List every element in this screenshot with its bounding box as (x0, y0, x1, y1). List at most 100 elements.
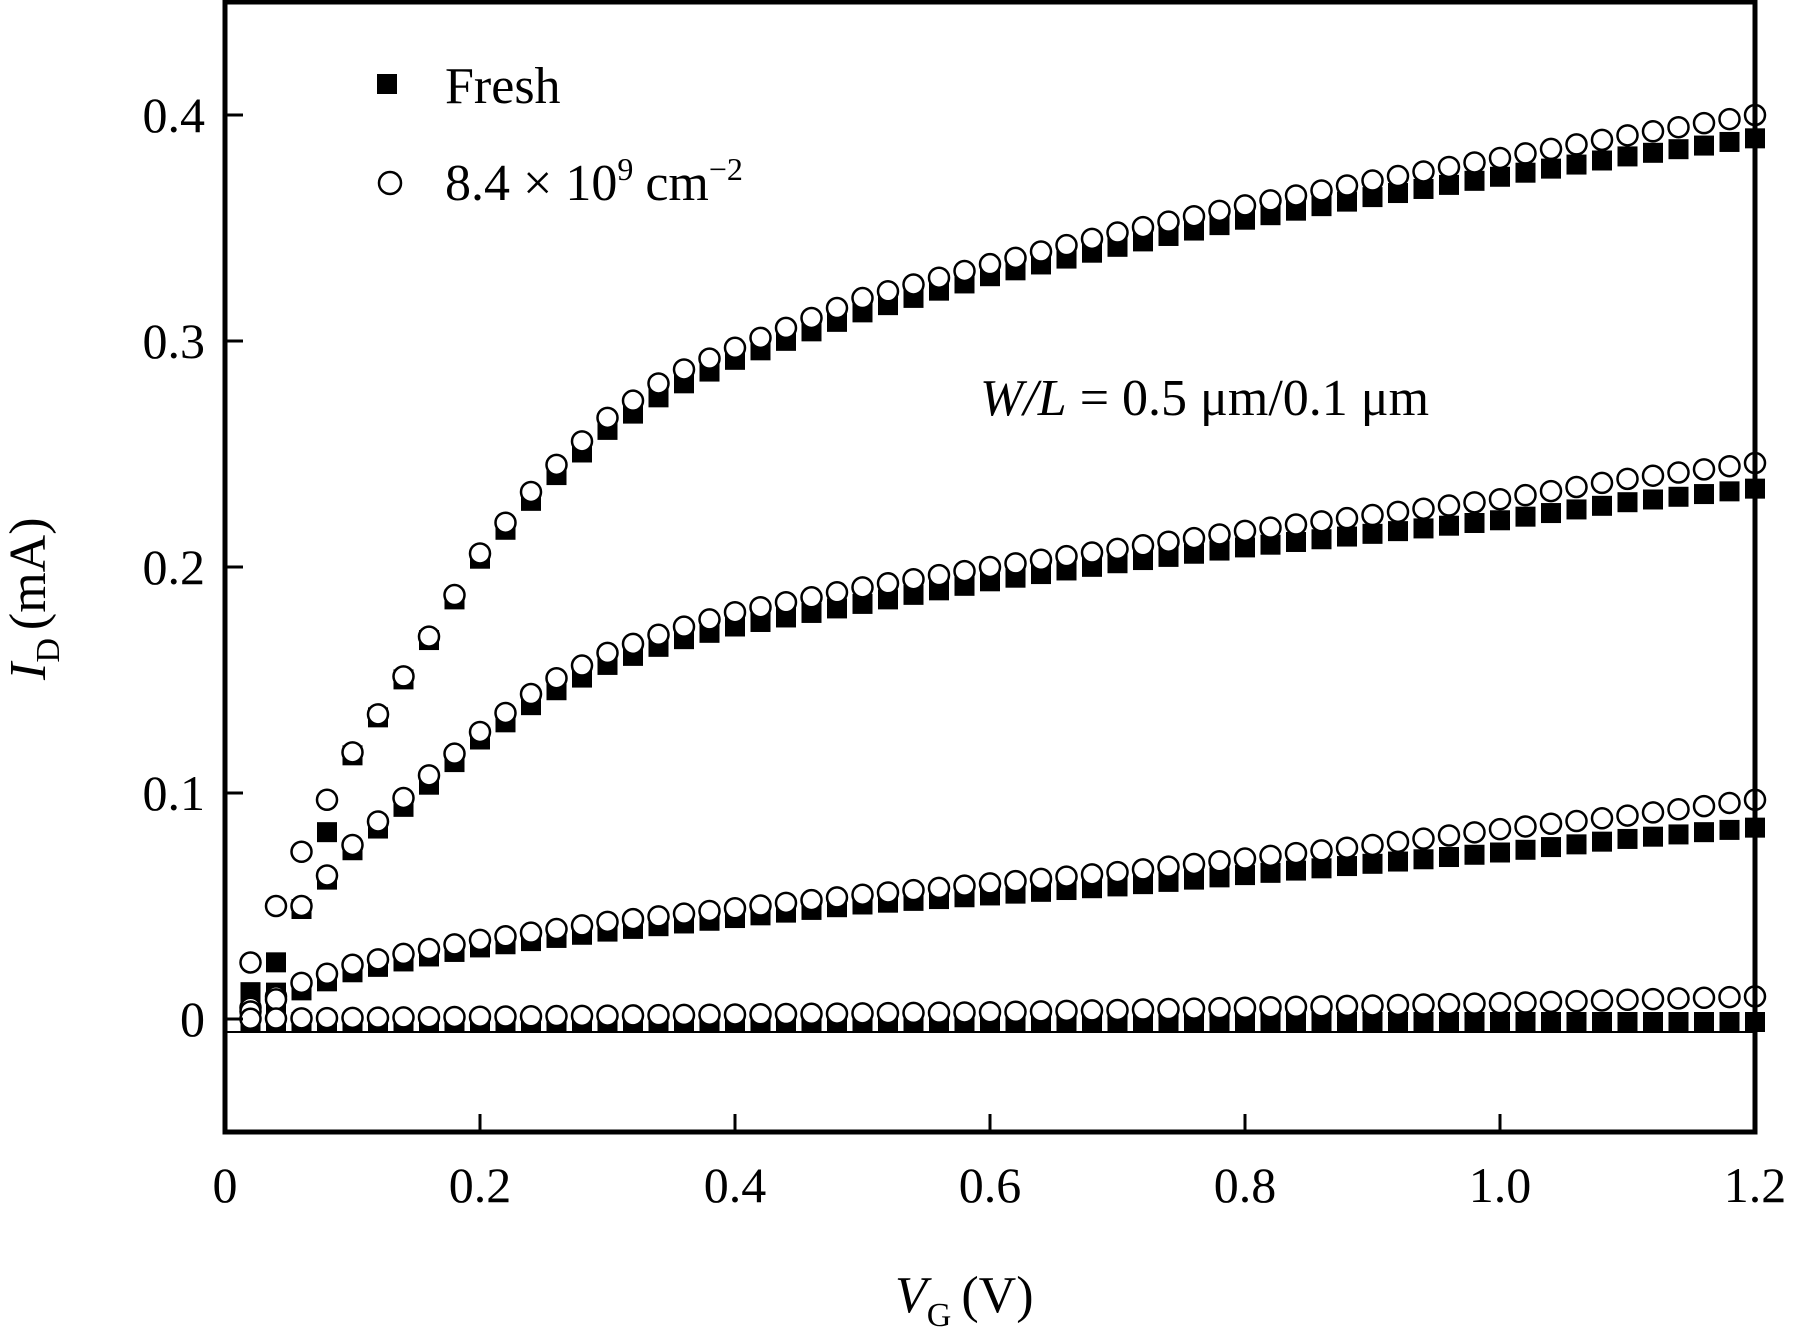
legend-label-irradiated: 8.4 × 109 cm−2 (445, 151, 743, 212)
point-irradiated (749, 595, 772, 619)
point-irradiated (519, 480, 543, 504)
point-irradiated (851, 576, 874, 599)
point-fresh (1286, 200, 1306, 221)
point-irradiated (978, 1000, 1002, 1024)
point-fresh (1490, 166, 1510, 187)
point-irradiated (1565, 475, 1588, 499)
point-irradiated (1259, 516, 1282, 539)
point-irradiated (1208, 996, 1231, 1020)
point-irradiated (570, 430, 594, 453)
legend: Fresh 8.4 × 109 cm−2 (377, 58, 743, 212)
point-irradiated (1131, 534, 1155, 557)
point-irradiated (621, 632, 645, 656)
point-irradiated (953, 1001, 976, 1024)
point-irradiated (1718, 107, 1741, 131)
point-irradiated (1029, 867, 1053, 891)
point-irradiated (494, 701, 517, 725)
point-irradiated (876, 280, 900, 303)
point-fresh (1643, 1012, 1663, 1032)
point-irradiated (1565, 133, 1588, 156)
point-irradiated (264, 988, 288, 1011)
point-irradiated (1718, 791, 1741, 815)
point-irradiated (1157, 530, 1180, 553)
point-fresh (1260, 862, 1281, 883)
point-irradiated (1412, 160, 1435, 183)
point-irradiated (1284, 995, 1308, 1019)
point-fresh (1592, 831, 1612, 852)
point-irradiated (417, 937, 441, 961)
point-irradiated (1106, 860, 1129, 884)
point-irradiated (1055, 233, 1078, 257)
point-irradiated (1182, 997, 1206, 1020)
point-irradiated (545, 666, 568, 690)
point-irradiated (417, 1005, 441, 1029)
point-irradiated (621, 1004, 645, 1027)
point-fresh (1490, 1012, 1510, 1032)
point-fresh (878, 589, 898, 610)
point-irradiated (800, 888, 823, 912)
point-irradiated (1080, 227, 1104, 251)
point-irradiated (239, 1007, 262, 1031)
point-irradiated (902, 567, 925, 591)
point-irradiated (1641, 120, 1665, 143)
point-irradiated (1437, 494, 1461, 517)
point-irradiated (876, 1001, 900, 1025)
point-irradiated (851, 1002, 874, 1025)
legend-marker-irradiated (377, 170, 403, 196)
point-irradiated (1182, 852, 1206, 876)
point-irradiated (1641, 801, 1665, 824)
y-tick-label: 0.4 (143, 87, 206, 143)
point-irradiated (1488, 991, 1512, 1015)
point-irradiated (468, 542, 492, 565)
point-irradiated (1157, 855, 1180, 878)
point-irradiated (672, 358, 696, 381)
point-irradiated (1463, 151, 1486, 174)
point-irradiated (1259, 844, 1282, 868)
point-fresh (1541, 1012, 1561, 1032)
point-irradiated (902, 1001, 925, 1025)
point-fresh (1235, 865, 1255, 886)
point-irradiated (1080, 999, 1104, 1022)
point-fresh (1617, 828, 1638, 849)
point-fresh (1541, 158, 1561, 179)
point-fresh (1362, 1012, 1383, 1032)
point-irradiated (366, 810, 390, 833)
point-irradiated (519, 921, 543, 944)
point-irradiated (570, 1004, 594, 1028)
point-irradiated (723, 336, 747, 360)
point-irradiated (1667, 461, 1690, 484)
point-fresh (1260, 534, 1281, 555)
point-irradiated (596, 406, 619, 430)
point-fresh (1617, 1012, 1638, 1032)
point-fresh (1464, 512, 1485, 533)
point-irradiated (545, 1004, 568, 1028)
point-irradiated (1437, 155, 1461, 179)
point-fresh (1541, 837, 1561, 858)
point-irradiated (1106, 221, 1129, 244)
point-fresh (827, 598, 847, 619)
point-fresh (1643, 142, 1663, 163)
point-fresh (1311, 196, 1332, 217)
point-irradiated (1131, 215, 1155, 239)
point-irradiated (596, 910, 619, 934)
point-irradiated (1692, 458, 1716, 481)
point-irradiated (1514, 142, 1537, 165)
point-irradiated (1055, 865, 1078, 888)
point-irradiated (800, 586, 823, 609)
point-irradiated (978, 252, 1002, 276)
point-fresh (1209, 867, 1230, 888)
point-irradiated (1208, 523, 1231, 546)
point-irradiated (647, 905, 670, 928)
point-irradiated (1514, 991, 1537, 1014)
point-irradiated (672, 615, 696, 638)
point-irradiated (1565, 809, 1588, 833)
point-fresh (1694, 822, 1714, 843)
point-fresh (1158, 546, 1179, 567)
x-tick-label: 1.2 (1724, 1157, 1787, 1213)
point-irradiated (519, 682, 543, 706)
x-tick-label: 0 (213, 1157, 238, 1213)
point-fresh (1388, 521, 1408, 542)
point-irradiated (392, 665, 415, 688)
y-tick-label: 0 (180, 991, 205, 1047)
point-fresh (1566, 154, 1587, 175)
